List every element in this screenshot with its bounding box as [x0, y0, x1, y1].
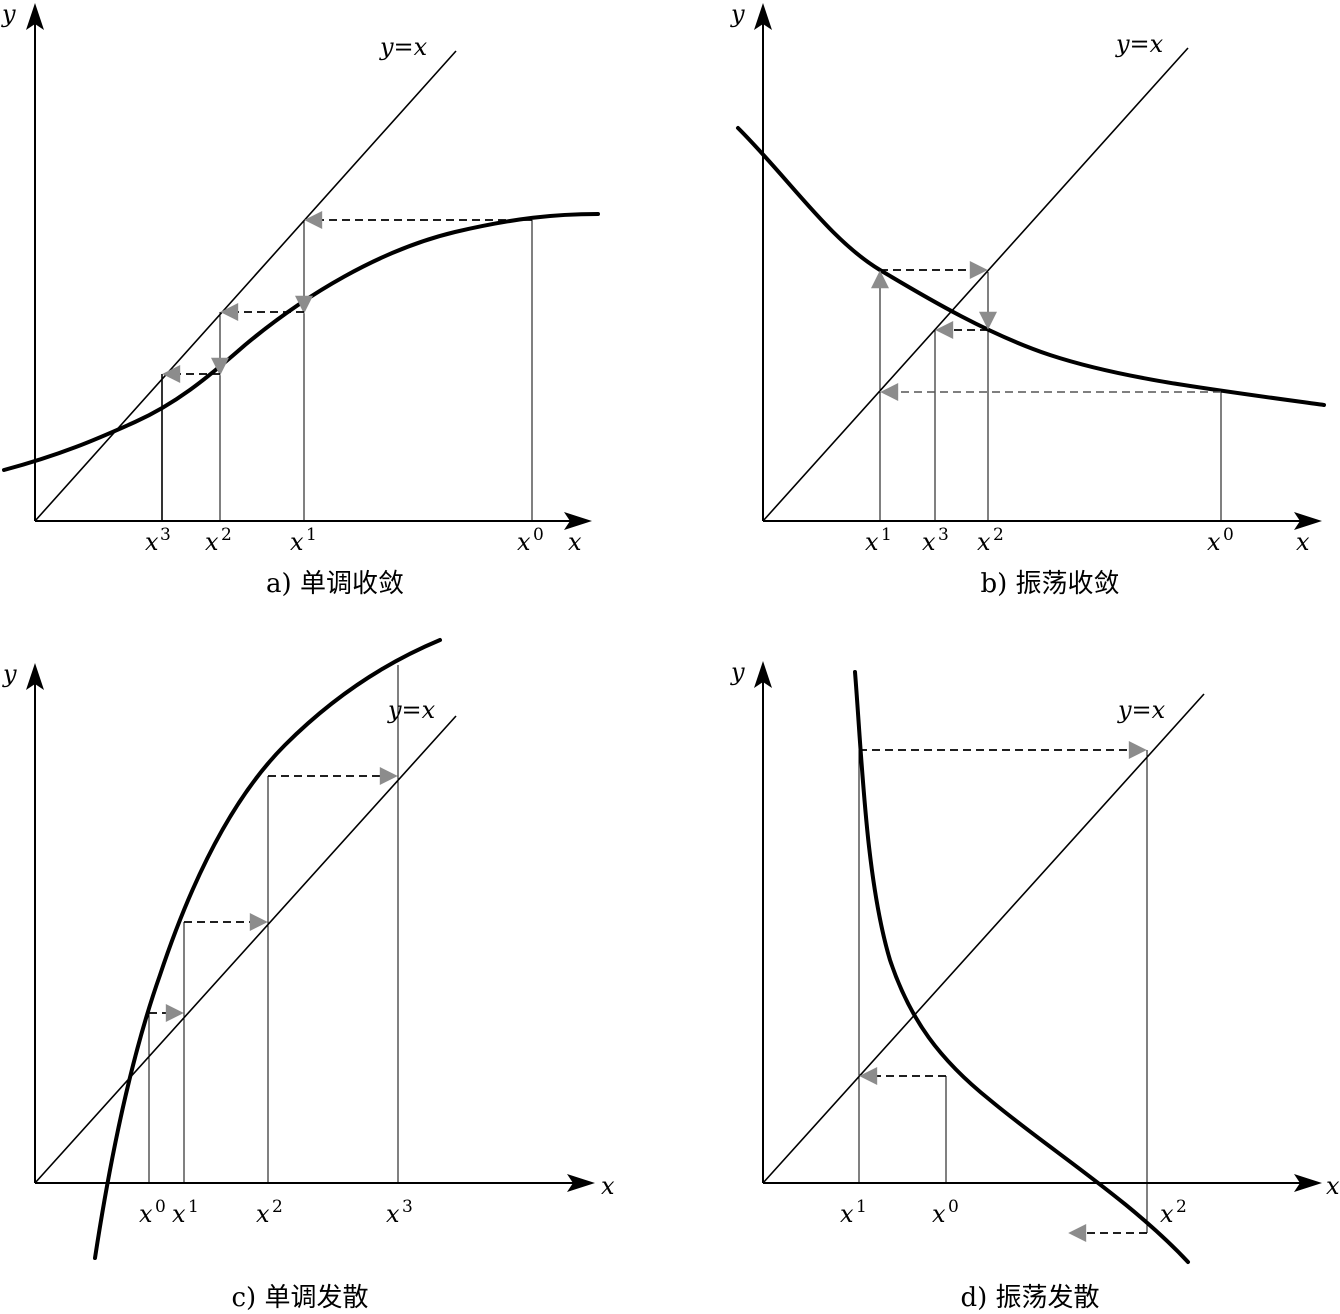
svg-text:x: x [290, 528, 304, 556]
tick-label-x2: x 2 [256, 1197, 283, 1228]
diagonal-line [34, 715, 457, 1184]
svg-text:x: x [145, 528, 159, 556]
tick-label-x0: x 0 [517, 525, 544, 556]
x-axis-arrow-icon [1294, 512, 1322, 530]
svg-text:3: 3 [938, 525, 949, 545]
x-axis-arrow-icon [564, 512, 592, 530]
svg-text:2: 2 [993, 525, 1004, 545]
panel-d: y x y=x x 1 x 0 x 2 d) 振荡发散 [730, 658, 1340, 1313]
svg-text:x: x [386, 1200, 400, 1228]
svg-text:x: x [1160, 1200, 1174, 1228]
svg-text:3: 3 [402, 1197, 413, 1217]
y-axis-arrow-icon [754, 3, 772, 30]
tick-label-x1: x 1 [840, 1197, 867, 1228]
x-axis-arrow-icon [567, 1174, 595, 1192]
svg-text:x: x [205, 528, 219, 556]
diagonal-line [34, 50, 457, 522]
svg-text:x: x [517, 528, 531, 556]
panel-b: y x y=x x 1 x 3 x 2 x 0 b) 振荡收敛 [730, 0, 1326, 599]
tick-label-x1: x 1 [865, 525, 892, 556]
panel-caption: a) 单调收敛 [266, 569, 404, 599]
y-axis-label: y [1, 0, 16, 28]
svg-text:x: x [840, 1200, 854, 1228]
tick-label-x3: x 3 [386, 1197, 413, 1228]
svg-text:2: 2 [272, 1197, 283, 1217]
y-axis-label: y [2, 660, 17, 688]
svg-text:x: x [922, 528, 936, 556]
tick-label-x3: x 3 [145, 525, 171, 556]
svg-text:x: x [932, 1200, 946, 1228]
panel-caption: d) 振荡发散 [960, 1283, 1099, 1313]
tick-label-x0: x 0 [932, 1197, 959, 1228]
x-axis-label: x [568, 528, 582, 556]
tick-label-x0: x 0 [1207, 525, 1234, 556]
tick-label-x2: x 2 [977, 525, 1004, 556]
diagonal-label: y=x [1115, 30, 1164, 58]
svg-text:1: 1 [306, 525, 317, 545]
diagonal-label: y=x [1117, 696, 1166, 724]
x-axis-label: x [1296, 528, 1310, 556]
function-curve [736, 126, 1326, 407]
svg-text:0: 0 [1223, 525, 1234, 545]
svg-text:x: x [977, 528, 991, 556]
tick-label-x1: x 1 [172, 1197, 199, 1228]
y-axis-label: y [730, 0, 745, 28]
svg-text:3: 3 [160, 525, 171, 545]
diagonal-line [762, 693, 1205, 1184]
svg-text:1: 1 [856, 1197, 867, 1217]
tick-label-x1: x 1 [290, 525, 317, 556]
y-axis-arrow-icon [26, 663, 44, 690]
diagonal-label: y=x [387, 696, 436, 724]
diagonal-label: y=x [379, 33, 428, 61]
panel-caption: b) 振荡收敛 [980, 569, 1119, 599]
svg-text:1: 1 [188, 1197, 199, 1217]
tick-label-x0: x 0 [139, 1197, 166, 1228]
svg-text:x: x [865, 528, 879, 556]
function-curve [93, 638, 442, 1260]
function-curve [853, 670, 1190, 1264]
tick-label-x2: x 2 [1160, 1197, 1187, 1228]
svg-text:0: 0 [155, 1197, 166, 1217]
tick-label-x2: x 2 [205, 525, 232, 556]
svg-text:0: 0 [533, 525, 544, 545]
panel-c: y x y=x x 0 x 1 x 2 x 3 c) 单调发散 [2, 638, 615, 1313]
tick-label-x3: x 3 [922, 525, 949, 556]
svg-text:x: x [1207, 528, 1221, 556]
panel-caption: c) 单调发散 [232, 1283, 369, 1313]
x-axis-label: x [601, 1172, 615, 1200]
svg-text:x: x [139, 1200, 153, 1228]
diagonal-line [762, 47, 1189, 522]
x-axis-arrow-icon [1294, 1174, 1322, 1192]
panel-a: y x y=x x 3 x 2 x 1 x 0 [1, 0, 600, 599]
svg-text:0: 0 [948, 1197, 959, 1217]
svg-text:1: 1 [881, 525, 892, 545]
y-axis-arrow-icon [26, 3, 44, 30]
function-curve [2, 212, 600, 472]
svg-text:x: x [172, 1200, 186, 1228]
svg-text:x: x [256, 1200, 270, 1228]
x-axis-label: x [1326, 1172, 1340, 1200]
svg-text:2: 2 [221, 525, 232, 545]
y-axis-arrow-icon [754, 661, 772, 688]
svg-text:2: 2 [1176, 1197, 1187, 1217]
y-axis-label: y [730, 658, 745, 686]
